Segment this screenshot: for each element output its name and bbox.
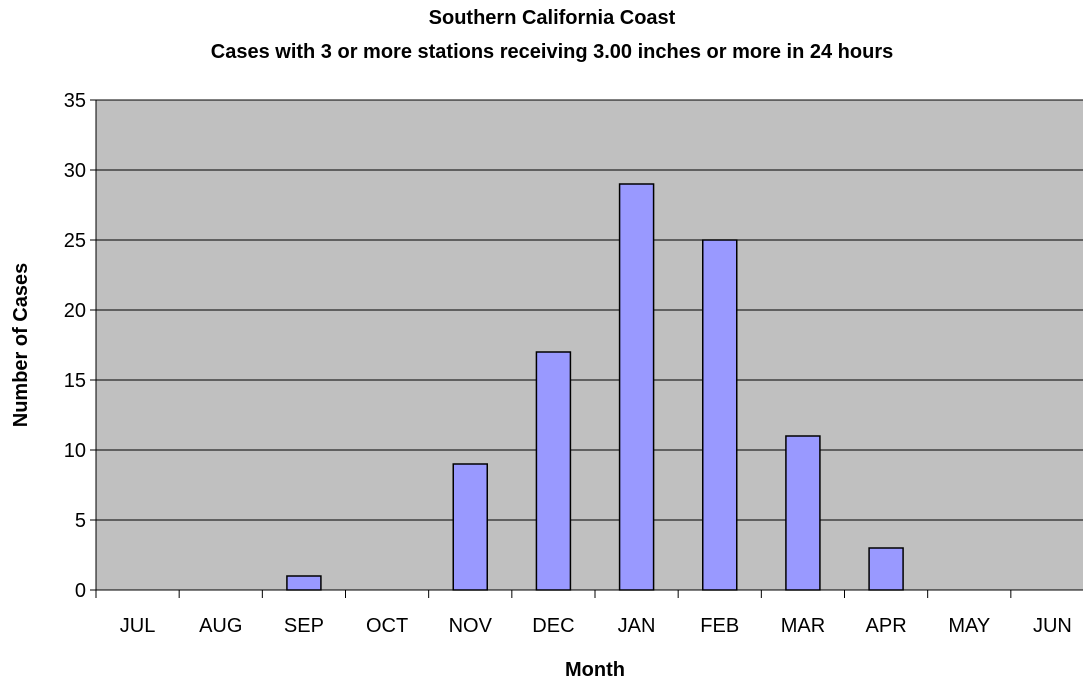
x-tick-label: NOV xyxy=(449,615,493,637)
x-tick-label: DEC xyxy=(532,615,574,637)
bar-jan xyxy=(618,183,655,591)
plot-area xyxy=(95,99,1083,591)
bar-sep xyxy=(286,575,322,591)
y-tick-label: 25 xyxy=(64,230,86,252)
y-tick-label: 35 xyxy=(64,90,86,112)
y-axis-ticks: 0 5 10 15 20 25 30 35 xyxy=(64,90,96,602)
y-tick-label: 15 xyxy=(64,370,86,392)
y-tick-label: 20 xyxy=(64,300,86,322)
bar-apr xyxy=(868,547,904,591)
y-axis-title: Number of Cases xyxy=(10,263,32,428)
x-tick-label: SEP xyxy=(284,615,324,637)
bar-dec xyxy=(535,351,572,591)
x-tick-label: MAR xyxy=(781,615,825,637)
chart-title: Southern California Coast xyxy=(429,7,676,29)
bar-mar xyxy=(785,435,821,591)
x-axis-title: Month xyxy=(565,659,625,681)
bar-feb xyxy=(702,239,738,591)
y-tick-label: 5 xyxy=(75,510,86,532)
x-tick-label: JAN xyxy=(618,615,656,637)
chart-subtitle: Cases with 3 or more stations receiving … xyxy=(211,41,893,63)
x-tick-label: MAY xyxy=(948,615,990,637)
y-tick-label: 0 xyxy=(75,580,86,602)
x-axis-ticks: JUL AUG SEP OCT NOV DEC JAN FEB MAR APR MAY JUN xyxy=(95,590,1072,637)
x-tick-label: AUG xyxy=(199,615,242,637)
y-tick-label: 30 xyxy=(64,160,86,182)
y-tick-label: 10 xyxy=(64,440,86,462)
grid-lines xyxy=(96,99,1083,521)
x-tick-label: APR xyxy=(866,615,907,637)
bar-nov xyxy=(452,463,488,591)
x-tick-label: JUN xyxy=(1033,615,1072,637)
x-tick-label: FEB xyxy=(700,615,739,637)
x-tick-label: JUL xyxy=(120,615,156,637)
x-tick-label: OCT xyxy=(366,615,408,637)
